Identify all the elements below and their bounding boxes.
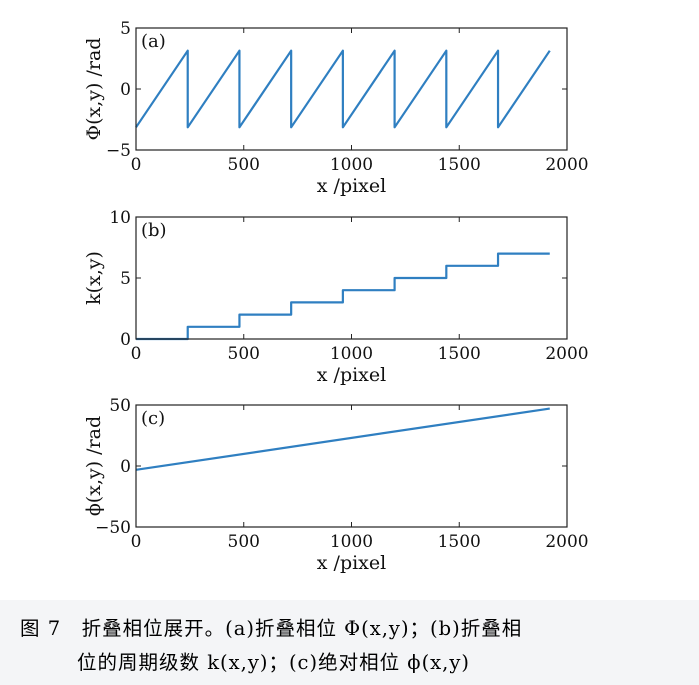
x-tick-label: 1500 bbox=[438, 344, 481, 364]
series-line-1 bbox=[136, 254, 550, 339]
chart-panel-2: 0 500 1000 1500 2000 0 5 10 (b) x /pixel k(x,y) bbox=[83, 208, 589, 386]
y-tick-label: 50 bbox=[109, 396, 131, 416]
x-tick-label: 2000 bbox=[545, 532, 588, 552]
y-tick-label: 10 bbox=[109, 208, 131, 228]
y-tick-label: 5 bbox=[120, 269, 131, 289]
y-tick-label: 0 bbox=[120, 330, 131, 350]
y-axis-label: Φ(x,y) /rad bbox=[83, 38, 105, 141]
panel-label: (b) bbox=[141, 220, 167, 241]
series-line-1 bbox=[136, 409, 550, 470]
y-tick-label: 0 bbox=[120, 457, 131, 477]
x-tick-label: 2000 bbox=[545, 344, 588, 364]
panel-label: (a) bbox=[141, 31, 166, 52]
figure-caption: 图 7 折叠相位展开。(a)折叠相位 Φ(x,y)；(b)折叠相 位的周期级数 … bbox=[0, 600, 699, 685]
plot-frame bbox=[136, 28, 567, 150]
x-tick-label: 1000 bbox=[330, 532, 373, 552]
y-axis-label: k(x,y) bbox=[83, 251, 105, 305]
x-axis-label: x /pixel bbox=[317, 364, 386, 386]
x-tick-label: 1000 bbox=[330, 344, 373, 364]
x-axis-label: x /pixel bbox=[317, 175, 386, 197]
y-tick-label: −50 bbox=[95, 518, 131, 538]
y-axis-label: ϕ(x,y) /rad bbox=[83, 416, 105, 516]
x-tick-label: 500 bbox=[228, 344, 260, 364]
series-line-1 bbox=[136, 51, 550, 128]
caption-line-1: 图 7 折叠相位展开。(a)折叠相位 Φ(x,y)；(b)折叠相 bbox=[20, 612, 522, 641]
x-tick-label: 0 bbox=[131, 155, 142, 175]
x-axis-label: x /pixel bbox=[317, 552, 386, 574]
x-tick-label: 1000 bbox=[330, 155, 373, 175]
x-tick-label: 0 bbox=[131, 344, 142, 364]
y-tick-label: 0 bbox=[120, 80, 131, 100]
y-tick-label: 5 bbox=[120, 19, 131, 39]
x-tick-label: 500 bbox=[228, 155, 260, 175]
x-tick-label: 1500 bbox=[438, 155, 481, 175]
x-tick-label: 500 bbox=[228, 532, 260, 552]
caption-line-2: 位的周期级数 k(x,y)；(c)绝对相位 ϕ(x,y) bbox=[77, 646, 470, 675]
y-tick-label: −5 bbox=[106, 141, 131, 161]
x-tick-label: 0 bbox=[131, 532, 142, 552]
x-tick-label: 2000 bbox=[545, 155, 588, 175]
x-tick-label: 1500 bbox=[438, 532, 481, 552]
panel-label: (c) bbox=[141, 408, 165, 429]
plot-frame bbox=[136, 217, 567, 339]
plot-frame bbox=[136, 405, 567, 527]
